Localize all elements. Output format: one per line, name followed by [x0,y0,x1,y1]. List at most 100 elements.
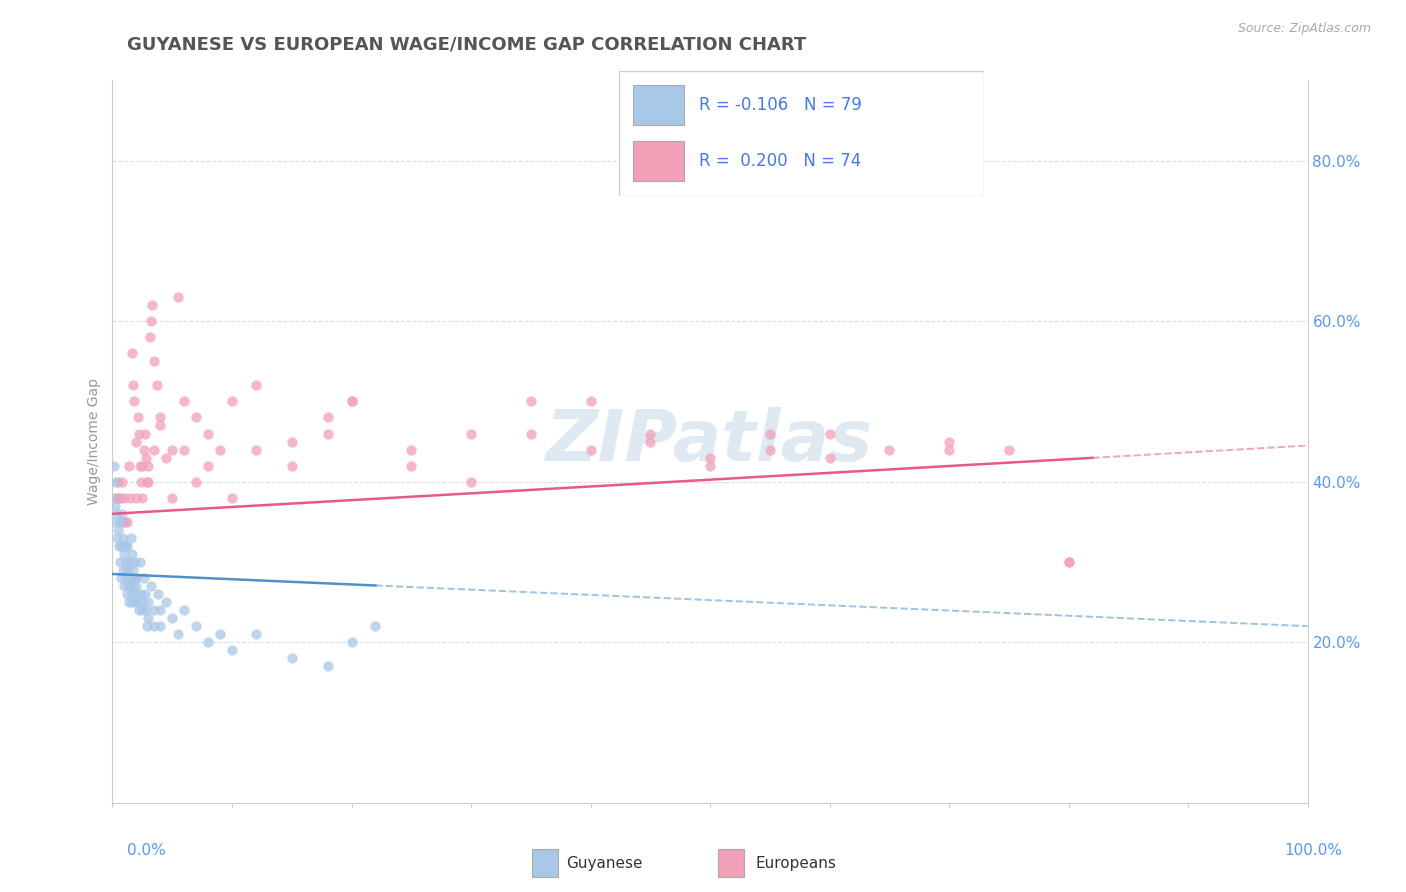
Point [197,635,219,649]
Point [127,410,149,425]
Point [640,426,662,441]
Point [103,491,125,505]
Point [129,555,152,569]
Point [107,491,129,505]
Point [111,563,134,577]
Point [121,563,143,577]
Point [167,627,190,641]
Point [115,563,138,577]
Point [121,587,143,601]
Text: 100.0%: 100.0% [1285,843,1343,858]
Point [245,442,267,457]
Point [146,587,169,601]
Text: R = -0.106   N = 79: R = -0.106 N = 79 [699,96,862,114]
Point [129,458,152,473]
Point [118,458,141,473]
Point [134,587,156,601]
Point [121,595,143,609]
Point [131,491,153,505]
Point [122,595,145,609]
Point [105,475,128,489]
Point [138,458,160,473]
Point [125,571,148,585]
Point [759,426,782,441]
Point [135,603,157,617]
Point [118,579,141,593]
FancyBboxPatch shape [619,71,984,196]
Point [114,579,135,593]
Point [120,491,142,505]
Point [136,475,159,489]
Point [112,547,135,561]
Point [136,619,159,633]
Point [128,426,150,441]
Point [125,579,148,593]
Point [149,603,172,617]
Point [221,394,243,409]
Point [125,491,148,505]
Point [281,651,304,665]
Point [120,571,142,585]
Point [364,619,387,633]
Point [127,595,149,609]
Point [281,458,304,473]
Point [938,434,960,449]
Point [245,627,267,641]
Point [818,450,841,465]
Point [520,426,543,441]
Text: Guyanese: Guyanese [565,855,643,871]
Point [107,523,129,537]
Point [340,635,363,649]
Point [135,450,157,465]
Point [131,603,153,617]
Text: 0.0%: 0.0% [127,843,166,858]
Point [120,531,142,545]
Point [186,410,208,425]
Point [149,410,172,425]
Point [132,442,155,457]
Point [107,491,129,505]
Point [121,547,143,561]
Point [115,515,138,529]
Point [759,442,782,457]
Point [104,499,127,513]
Point [167,290,190,304]
Point [129,587,152,601]
Point [110,515,132,529]
Point [139,314,162,328]
Point [132,571,155,585]
Point [115,571,138,585]
Point [104,515,127,529]
Point [122,571,145,585]
Point [316,659,339,673]
Point [111,475,134,489]
Point [938,442,960,457]
Point [131,595,153,609]
Point [110,571,132,585]
Point [138,611,160,625]
Point [245,378,267,392]
Point [460,426,482,441]
Point [173,603,195,617]
Point [108,555,131,569]
Point [699,458,721,473]
Point [114,515,136,529]
FancyBboxPatch shape [531,849,558,877]
Point [143,442,166,457]
Point [640,434,662,449]
Point [107,475,129,489]
Point [699,450,721,465]
Point [173,394,195,409]
Point [117,539,139,553]
Point [143,354,166,368]
FancyBboxPatch shape [633,141,685,181]
Point [209,442,232,457]
Point [108,539,131,553]
Point [121,346,143,360]
Point [186,475,208,489]
Point [281,434,304,449]
Point [111,507,134,521]
Point [143,603,166,617]
Point [221,643,243,657]
Point [110,491,132,505]
